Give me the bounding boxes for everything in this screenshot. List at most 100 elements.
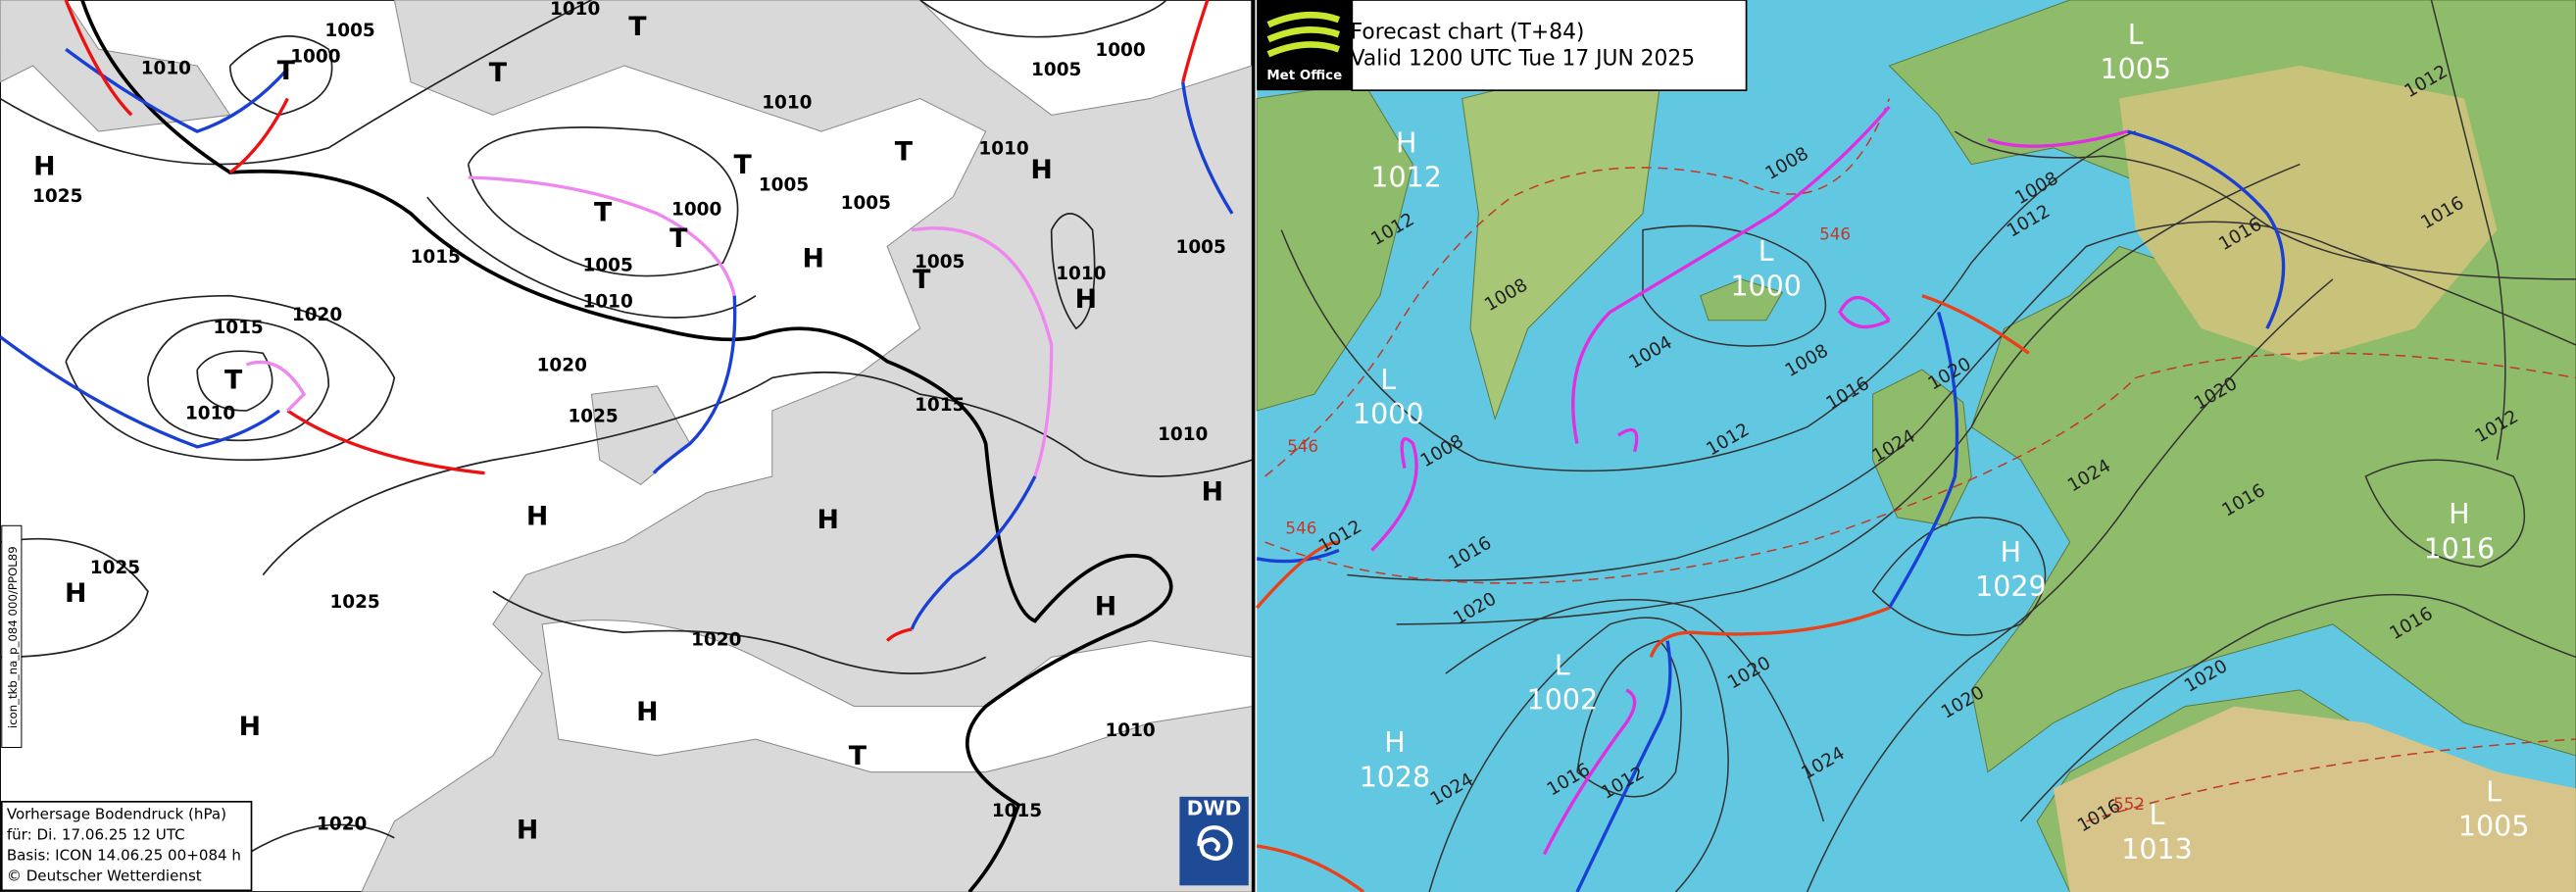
center-type: H [1384,726,1405,759]
isobar-label: 1015 [213,318,263,338]
isobar-label: 1010 [550,0,600,20]
pressure-center: H [517,815,538,845]
side-label-box [1,524,23,749]
isobar [147,319,330,442]
occluded-front [911,226,1054,477]
pressure-center: H [1075,284,1097,315]
isobar [1806,278,2334,892]
isobar [426,196,757,319]
side-label: icon_tkb_na_p_084 000/PPOL89 [6,546,20,728]
pressure-center: T [224,365,243,395]
center-pressure: 1012 [1370,162,1441,194]
isobar [1396,163,2301,625]
isobar-label: 1015 [411,247,461,268]
center-type: H [1396,126,1416,159]
isobar-label: 1010 [583,291,633,312]
isobar-label: 1010 [762,93,812,114]
isobar-label: 1025 [329,592,379,613]
isobar [65,294,396,462]
isobar-label: 1010 [1158,424,1208,445]
cold-front [0,335,281,449]
pressure-center: T [594,197,613,227]
dwd-logo-text: DWD [1187,797,1242,820]
valid-time: Valid 1200 UTC Tue 17 JUN 2025 [1351,46,1695,71]
pressure-center: H [526,501,548,531]
dwd-logo-swirl [1197,825,1233,861]
sea [541,619,1253,773]
isobar-label: 1000 [671,200,721,221]
pressure-center: T [849,741,867,771]
isobar-label: 1000 [1095,40,1145,61]
isobar [0,0,592,166]
isobar-label: 1010 [1105,720,1155,741]
info-line: Vorhersage Bodendruck (hPa) [7,806,226,823]
center-type: L [2486,775,2502,808]
pressure-center: H [65,578,86,609]
isobar-label: 1010 [141,58,191,78]
pressure-center: H [802,243,823,273]
pressure-center: T [628,12,647,42]
thickness-lines [1264,98,2576,822]
isobar [1445,598,1825,822]
isobar-label: 1015 [915,395,965,416]
warm-front [286,409,485,475]
isobar [467,126,739,277]
thickness-label: 552 [2113,794,2145,814]
isobar [1871,517,2047,636]
thickness-label: 546 [1819,224,1851,244]
info-line: für: Di. 17.06.25 12 UTC [7,826,185,844]
warm-front [64,0,289,174]
occluded-front [245,360,307,413]
isobar [246,823,395,856]
center-pressure: 1016 [2424,532,2495,565]
highland [2118,66,2498,362]
isobar-label: 1005 [1031,60,1081,80]
isobar [228,35,333,117]
thickness-line [2086,738,2576,822]
isobar-label: 1005 [915,252,965,273]
isobar [1280,130,2137,472]
center-pressure: 1000 [1353,398,1423,430]
occluded-front [1370,105,2128,856]
isobar [0,537,149,659]
pressure-center: T [895,136,914,167]
metoffice-logo-mark [1266,11,1341,58]
center-pressure: 1028 [1360,761,1430,793]
pressure-center: H [33,151,55,181]
pressure-center: H [1202,476,1223,507]
metoffice-map: Met Office Forecast chart (T+84) Valid 1… [1255,0,2576,892]
title-box [1351,0,1748,92]
center-pressure: 1005 [2458,811,2529,843]
isobar [196,350,273,412]
center-pressure: 1002 [1527,684,1598,717]
isobar [919,0,1167,38]
center-type: L [2128,19,2144,51]
info-box [0,800,253,892]
isobars [1280,0,2576,892]
isobar [262,372,1253,576]
pressure-center: H [817,505,839,535]
isobar-label: 1005 [1176,237,1226,258]
isobar [1050,213,1096,330]
center-type: H [2001,536,2021,569]
isobar [492,590,987,674]
isobar-1015 [80,0,1173,892]
pressure-center: H [239,712,261,742]
isobar-label: 1015 [992,801,1042,821]
isobar-label: 1010 [185,403,235,423]
pressure-center: T [913,265,931,295]
info-line: © Deutscher Wetterdienst [7,867,202,885]
metoffice-logo-text: Met Office [1266,69,1342,83]
isobar [1642,224,1826,347]
pressure-center: H [1030,155,1052,185]
center-type: L [2150,799,2165,831]
dwd-map: icon_tkb_na_p_084 000/PPOL89 DWD [0,0,1253,892]
pressure-center: H [636,697,658,727]
chart-title: Forecast chart (T+84) [1351,21,1585,45]
center-type: L [1380,364,1396,396]
isobar [1576,639,1682,798]
center-pressure: 1013 [2121,833,2192,866]
cold-front [1256,129,2286,892]
